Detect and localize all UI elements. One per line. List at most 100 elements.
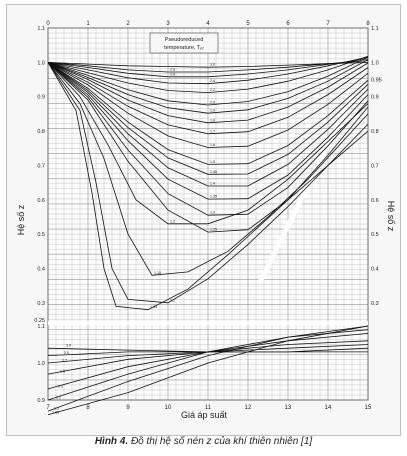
series-label-bottom: 1.1 — [54, 407, 59, 411]
series-line-top — [47, 62, 369, 200]
right-tick-label: 0.95 — [371, 78, 382, 84]
left-tick-label-upper: 0.9 — [37, 95, 45, 101]
series-label-top: 1.15 — [154, 271, 161, 275]
right-tick-label: 0.3 — [371, 301, 379, 307]
right-tick-label: 0.5 — [371, 232, 379, 238]
top-tick-label: 4 — [206, 21, 210, 27]
bottom-tick-label: 10 — [165, 405, 172, 411]
series-label-top: 1.45 — [210, 170, 217, 174]
left-tick-label-upper: 0.4 — [37, 266, 45, 272]
top-tick-label: 6 — [286, 21, 290, 27]
tick-labels: 0 1 2 3 4 5 6 7 87 8 9 10 11 12 13 14 151.11.00.90.80.70… — [34, 21, 381, 411]
series-line-top — [47, 62, 369, 148]
series-line-top — [47, 62, 369, 175]
series-line-top — [47, 58, 369, 78]
series-line-top — [47, 60, 369, 73]
series-label-bottom: 1.2 — [56, 396, 61, 400]
series-line-bottom — [47, 325, 369, 416]
series-line-top — [47, 62, 369, 225]
legend-line-2: temperature, Tₚᵣ — [164, 45, 204, 51]
series-label-bottom: 1.5 — [60, 370, 65, 374]
bottom-tick-label: 13 — [285, 405, 292, 411]
caption-label: Hình 4. — [94, 436, 129, 447]
series-label-top: 2.0 — [210, 100, 215, 104]
bottom-tick-label: 8 — [86, 405, 90, 411]
series-line-top — [47, 62, 369, 311]
series-line-bottom — [47, 347, 368, 353]
right-tick-label: 0.7 — [371, 163, 379, 169]
right-tick-label: 1.0 — [371, 60, 379, 66]
series-line-top — [47, 62, 369, 165]
series-line-top — [47, 62, 369, 68]
series-label-top: 2.4 — [210, 79, 215, 83]
left-tick-label-upper: 0.5 — [37, 232, 45, 238]
figure-caption: Hình 4. Đồ thị hệ số nén z của khí thiên… — [0, 436, 407, 447]
top-tick-label: 2 — [126, 21, 130, 27]
left-tick-label-upper: 0.25 — [34, 318, 45, 324]
right-tick-label: 0.9 — [371, 95, 379, 101]
series-label-top: 2.6 — [170, 72, 175, 76]
top-tick-label: 7 — [326, 21, 330, 27]
series-label-top: 3.0 — [210, 63, 215, 67]
series-label-top: 1.5 — [210, 160, 215, 164]
left-tick-label-upper: 0.6 — [37, 198, 45, 204]
series-line-top — [47, 62, 369, 276]
legend: Pseudoreduced temperature, Tₚᵣ — [149, 32, 219, 54]
series-label-top: 1.25 — [210, 228, 217, 232]
series-label-top: 2.8 — [170, 67, 175, 71]
series-line-top — [47, 59, 369, 114]
right-tick-label: 1.1 — [371, 26, 379, 32]
left-tick-label-lower: 1.0 — [37, 361, 45, 367]
series-line-bottom — [47, 325, 369, 412]
left-tick-label-upper: 1.1 — [37, 26, 45, 32]
series-line-top — [47, 55, 369, 94]
series-label-top: 1.7 — [210, 129, 215, 133]
series-label-top: 1.6 — [210, 143, 215, 147]
series-line-top — [47, 62, 369, 124]
bottom-tick-label: 15 — [365, 405, 372, 411]
right-tick-label: 0.6 — [371, 198, 379, 204]
series-label-top: 1.2 — [170, 219, 175, 223]
bottom-tick-label: 9 — [126, 405, 130, 411]
series-label-top: 1.4 — [210, 182, 215, 186]
series-label-bottom: 2.0 — [64, 351, 69, 355]
series-line-top — [47, 62, 369, 187]
right-tick-label: 0.8 — [371, 129, 379, 135]
series-label-top: 1.9 — [210, 109, 215, 113]
left-tick-label-upper: 1.0 — [37, 60, 45, 66]
y-axis-label-right: Hệ số z — [386, 201, 396, 232]
series-line-top — [47, 62, 369, 233]
left-tick-label-lower: 0.9 — [37, 398, 45, 404]
bottom-tick-label: 7 — [46, 405, 50, 411]
top-tick-label: 0 — [46, 21, 50, 27]
bottom-tick-label: 11 — [205, 405, 212, 411]
series-label-bottom: 3.0 — [66, 344, 71, 348]
top-tick-label: 8 — [366, 21, 370, 27]
left-tick-label-upper: 0.3 — [37, 301, 45, 307]
left-tick-label-upper: 0.7 — [37, 163, 45, 169]
top-tick-label: 1 — [86, 21, 90, 27]
x-axis-label: Giá áp suất — [181, 410, 228, 420]
legend-line-1: Pseudoreduced — [165, 37, 204, 43]
series-label-bottom: 1.7 — [62, 359, 67, 363]
series-line-top — [47, 62, 369, 135]
right-tick-label: 0.4 — [371, 266, 379, 272]
series-line-top — [47, 56, 369, 106]
series-label-bottom: 1.3 — [58, 384, 63, 388]
series-label-top: 1.8 — [210, 118, 215, 122]
series-label-bottom: 1.05 — [52, 410, 59, 414]
left-tick-label-upper: 0.8 — [37, 129, 45, 135]
series-label-top: 1.1 — [170, 298, 175, 302]
legend-box — [149, 32, 219, 54]
bottom-tick-label: 12 — [245, 405, 252, 411]
series-line-top — [47, 62, 369, 216]
top-tick-label: 3 — [166, 21, 170, 27]
bottom-tick-label: 14 — [325, 405, 332, 411]
top-tick-label: 5 — [246, 21, 250, 27]
caption-text: Đồ thị hệ số nén z của khí thiên nhiên [… — [130, 436, 313, 447]
y-axis-label-left: Hệ số z — [16, 204, 26, 235]
left-tick-label-lower: 1.1 — [37, 324, 45, 330]
curves: 3.0 2.82.6 2.4 2.2 2.0 1.9 1.8 1.7 1.6 1.5 1.45 1.4… — [47, 55, 369, 416]
